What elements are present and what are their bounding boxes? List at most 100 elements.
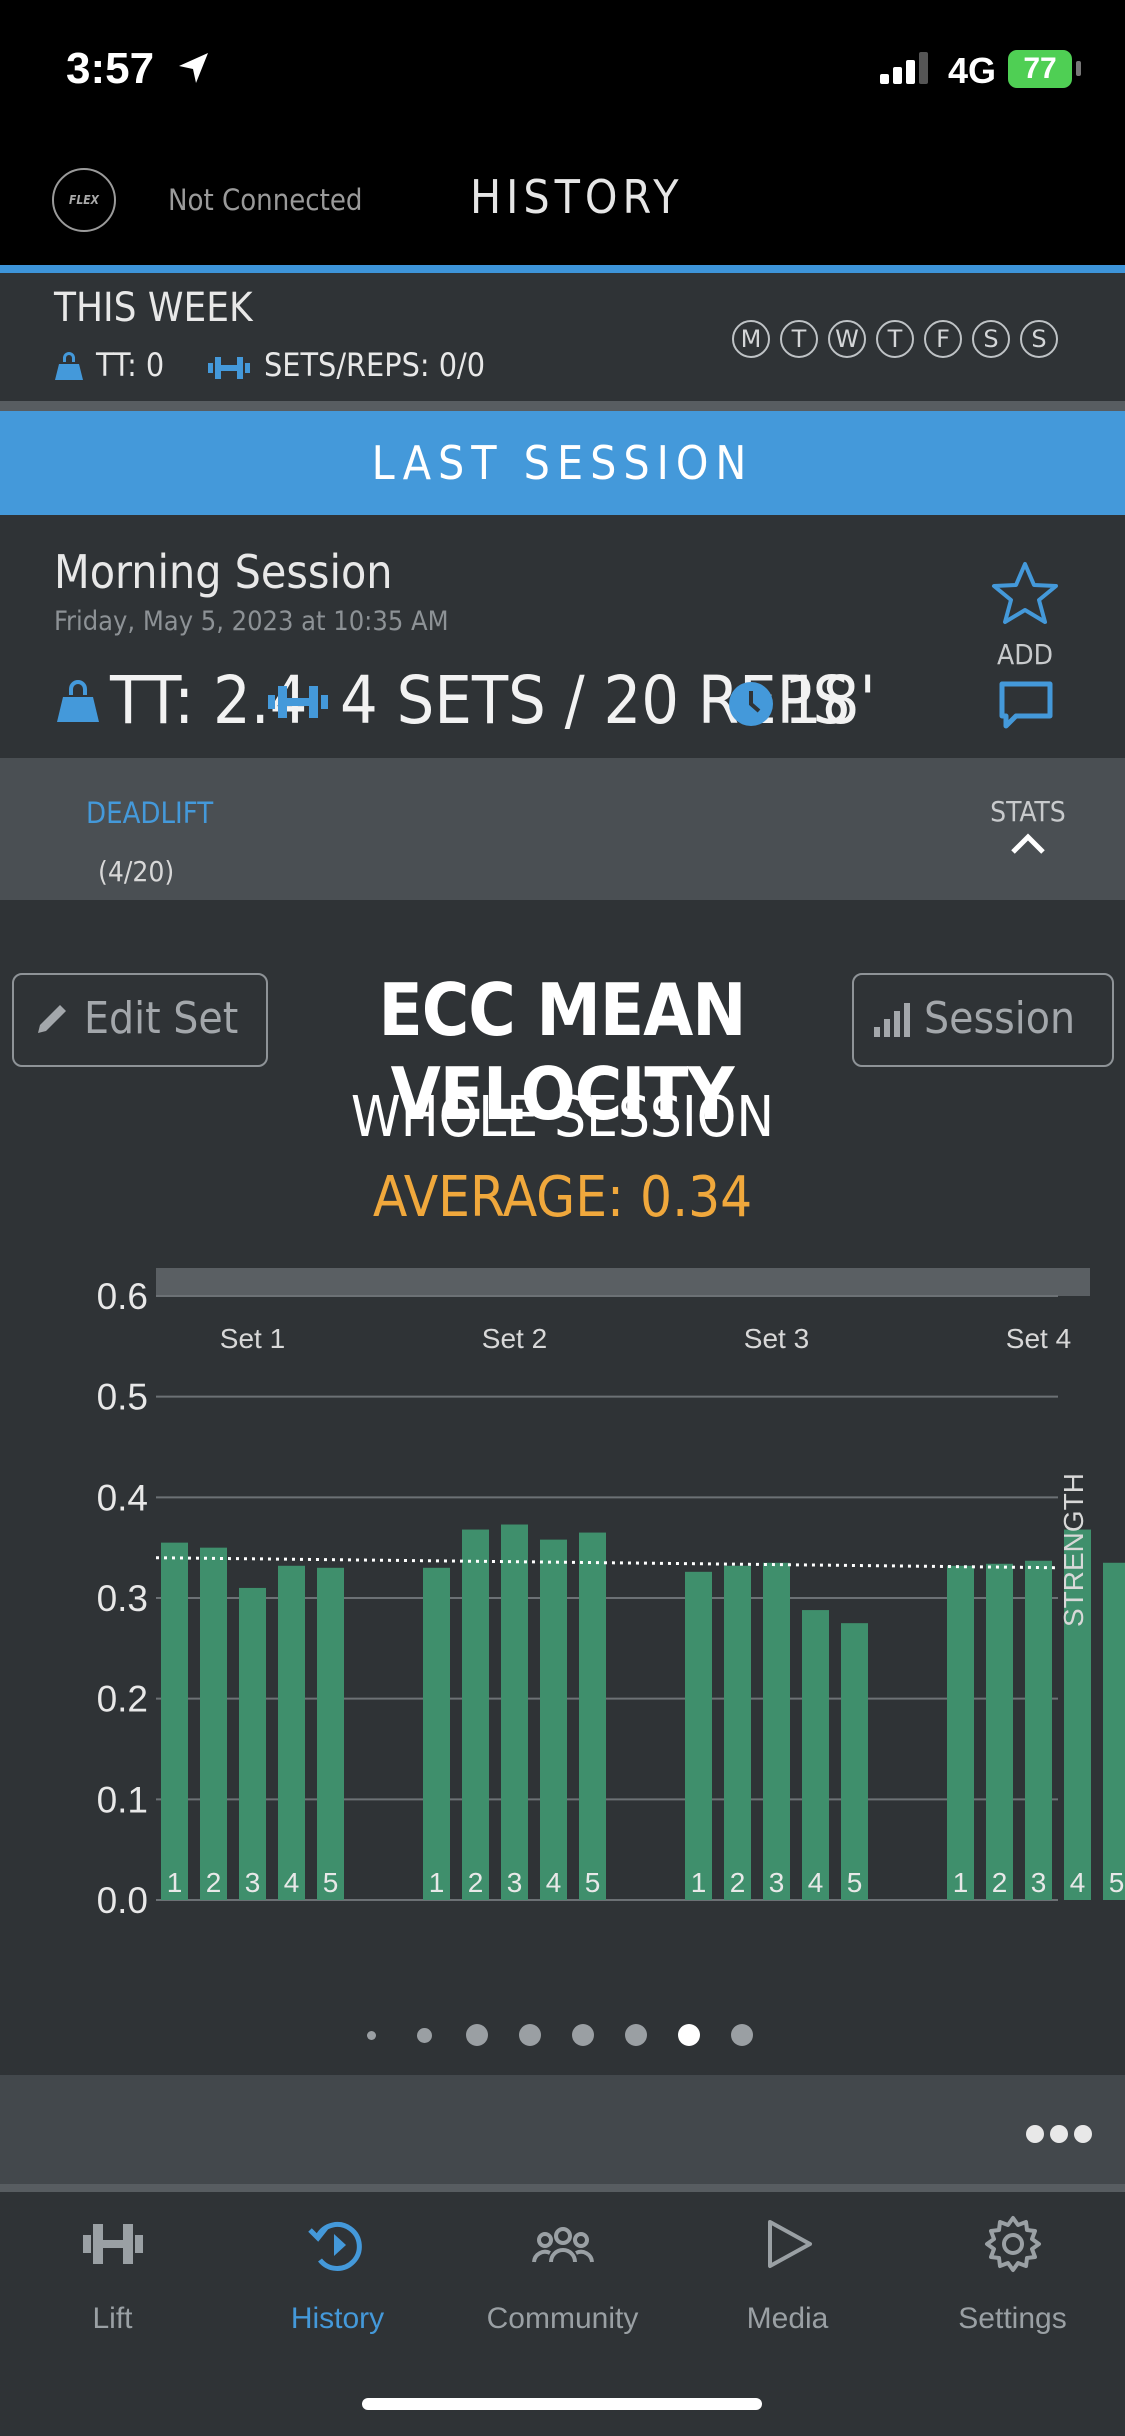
week-tt: TT: 0 <box>96 346 165 384</box>
home-indicator <box>362 2398 762 2410</box>
network-type: 4G <box>948 50 997 91</box>
chart-bar <box>685 1571 712 1900</box>
weekday-indicators: M T W T F S S <box>732 320 1058 358</box>
page-title: HISTORY <box>470 170 684 224</box>
page-dot[interactable] <box>678 2024 700 2046</box>
page-dot[interactable] <box>466 2024 488 2046</box>
y-tick-label: 0.0 <box>97 1880 148 1921</box>
rep-label: 3 <box>1031 1867 1047 1898</box>
divider <box>0 401 1125 411</box>
logo-text: FLEX <box>69 193 99 207</box>
tab-media[interactable]: Media <box>675 2214 900 2335</box>
tab-community[interactable]: Community <box>450 2214 675 2335</box>
chart-bar <box>1103 1562 1125 1900</box>
exercise-count: (4/20) <box>98 855 175 888</box>
tab-history[interactable]: History <box>225 2214 450 2335</box>
page-dot[interactable] <box>416 2027 432 2043</box>
dumbbell-icon <box>268 686 328 718</box>
rep-label: 4 <box>284 1867 300 1898</box>
rep-label: 1 <box>953 1867 969 1898</box>
rep-label: 4 <box>546 1867 562 1898</box>
play-icon <box>767 2220 812 2268</box>
signal-icon <box>880 52 928 84</box>
star-icon[interactable] <box>990 560 1060 628</box>
tab-label: Lift <box>92 2302 133 2335</box>
tabbar-divider <box>0 2184 1125 2192</box>
week-sets-reps: SETS/REPS: 0/0 <box>264 346 486 384</box>
rep-label: 2 <box>206 1867 222 1898</box>
exercise-header[interactable] <box>0 758 1125 900</box>
day-sat: S <box>972 320 1010 358</box>
day-thu: T <box>876 320 914 358</box>
rep-label: 2 <box>468 1867 484 1898</box>
rep-label: 4 <box>808 1867 824 1898</box>
chart-bar <box>579 1532 606 1900</box>
stats-label[interactable]: STATS <box>990 795 1066 828</box>
rep-label: 5 <box>847 1867 863 1898</box>
y-tick-label: 0.5 <box>97 1377 148 1418</box>
set-label: Set 4 <box>1006 1323 1071 1354</box>
chevron-up-icon[interactable] <box>1010 832 1046 856</box>
set-label: Set 3 <box>744 1323 809 1354</box>
day-sun: S <box>1020 320 1058 358</box>
tab-settings[interactable]: Settings <box>900 2214 1125 2335</box>
community-icon <box>531 2227 594 2263</box>
chart-bar <box>200 1547 227 1900</box>
edit-set-button[interactable]: Edit Set <box>12 973 268 1067</box>
y-tick-label: 0.3 <box>97 1578 148 1619</box>
page-dot[interactable] <box>572 2024 594 2046</box>
tab-label: Media <box>746 2302 829 2335</box>
rep-label: 5 <box>585 1867 601 1898</box>
chart-bar <box>239 1587 266 1900</box>
session-button[interactable]: Session <box>852 973 1114 1067</box>
chart-bar <box>317 1567 344 1900</box>
edit-set-label: Edit Set <box>84 993 239 1044</box>
page-dot[interactable] <box>625 2024 647 2046</box>
zone-label: STRENGTH <box>1058 1473 1089 1627</box>
session-name: Morning Session <box>54 545 393 599</box>
day-tue: T <box>780 320 818 358</box>
page-dot[interactable] <box>731 2024 753 2046</box>
add-label[interactable]: ADD <box>996 638 1054 671</box>
chart-bar <box>278 1565 305 1900</box>
day-mon: M <box>732 320 770 358</box>
session-date: Friday, May 5, 2023 at 10:35 AM <box>54 606 449 637</box>
page-dot[interactable] <box>519 2024 541 2046</box>
chart-bar <box>1064 1529 1091 1900</box>
day-fri: F <box>924 320 962 358</box>
last-session-banner: LAST SESSION <box>0 411 1125 515</box>
rep-label: 5 <box>323 1867 339 1898</box>
set-label: Set 2 <box>482 1323 547 1354</box>
page-dot[interactable] <box>366 2030 376 2040</box>
rep-label: 3 <box>507 1867 523 1898</box>
chart-bar <box>540 1539 567 1900</box>
tab-lift[interactable]: Lift <box>0 2214 225 2335</box>
rep-label: 1 <box>167 1867 183 1898</box>
pencil-icon <box>38 1005 66 1033</box>
dumbbell-icon <box>82 2224 143 2264</box>
rep-label: 4 <box>1070 1867 1086 1898</box>
chart-bar <box>947 1565 974 1900</box>
comment-icon[interactable] <box>998 680 1054 730</box>
history-icon <box>307 2221 362 2271</box>
session-summary[interactable] <box>0 515 1125 758</box>
kettlebell-icon <box>57 680 99 722</box>
y-tick-label: 0.2 <box>97 1679 148 1720</box>
device-logo-button[interactable]: FLEX <box>52 168 116 232</box>
chart-average: AVERAGE: 0.34 <box>372 1165 753 1230</box>
header-divider <box>0 265 1125 273</box>
exercise-name: DEADLIFT <box>86 796 214 830</box>
more-icon[interactable] <box>1026 2125 1092 2143</box>
chart-bar <box>802 1610 829 1900</box>
tab-label: History <box>290 2302 385 2335</box>
chart-bar <box>763 1562 790 1900</box>
rep-label: 2 <box>730 1867 746 1898</box>
page-indicator[interactable] <box>360 2020 765 2050</box>
week-title: THIS WEEK <box>54 285 253 331</box>
status-bar <box>0 0 1125 140</box>
gear-icon <box>984 2216 1041 2272</box>
y-tick-label: 0.6 <box>97 1276 148 1317</box>
chart-bar <box>841 1623 868 1900</box>
battery-level: 77 <box>1023 52 1057 85</box>
connection-status: Not Connected <box>168 183 363 217</box>
